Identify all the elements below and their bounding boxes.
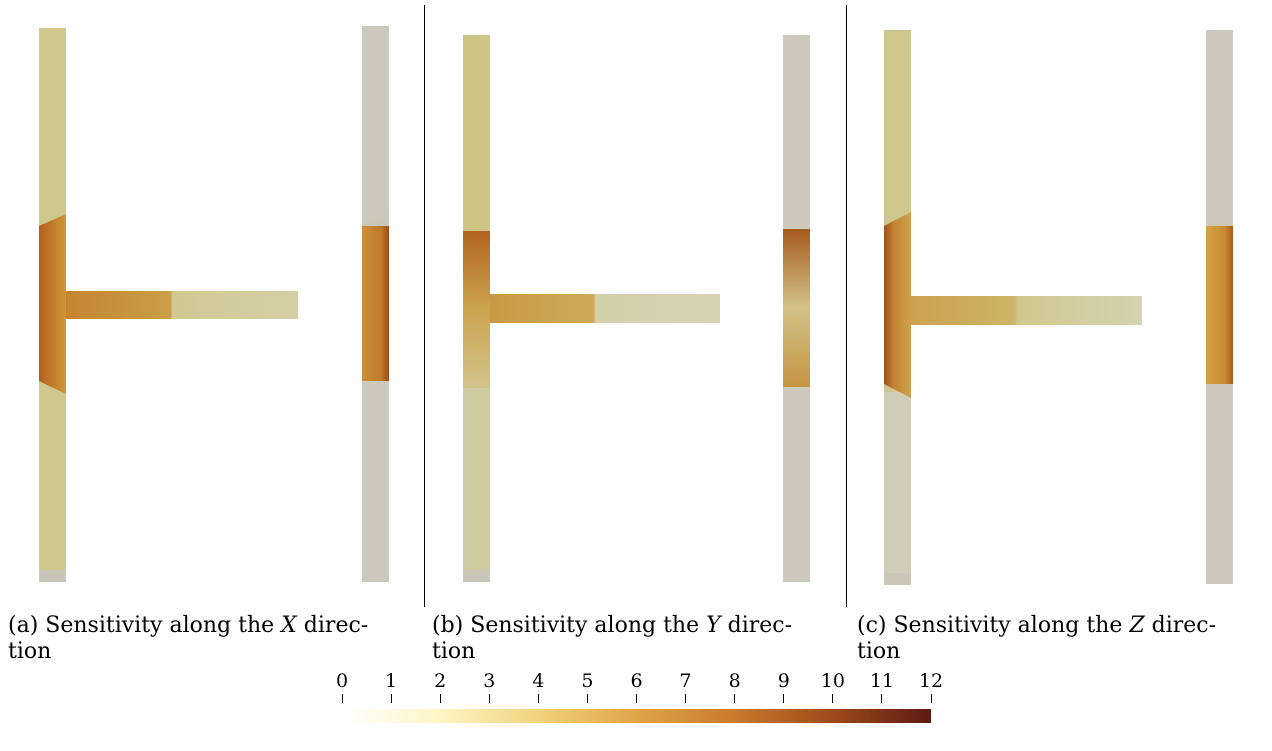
colorbar-tick: [685, 694, 687, 703]
colorbar: [342, 709, 931, 723]
colorbar-tick: [930, 694, 932, 703]
caption-a: (a) Sensitivity along the X direc- tion: [8, 613, 369, 664]
colorbar-tick: [783, 694, 785, 703]
colorbar-tick: [636, 694, 637, 703]
colorbar-tick-label: 2: [434, 670, 447, 692]
colorbar-tick-label: 6: [630, 670, 643, 692]
panel-b-plot: [463, 35, 810, 582]
separator-line: [846, 5, 847, 607]
separator-line: [424, 5, 425, 607]
colorbar-tick-label: 11: [869, 670, 894, 692]
caption-b: (b) Sensitivity along the Y direc- tion: [432, 613, 793, 664]
colorbar-tick-label: 4: [532, 670, 545, 692]
colorbar-tick: [832, 694, 834, 703]
colorbar-tick: [341, 694, 343, 703]
colorbar-tick-label: 5: [581, 670, 594, 692]
panel-a-plot: [39, 26, 389, 582]
colorbar-tick-label: 12: [918, 670, 944, 692]
colorbar-tick: [734, 694, 736, 703]
colorbar-tick: [881, 694, 883, 703]
colorbar-tick: [537, 694, 539, 703]
colorbar-tick-label: 0: [335, 670, 349, 692]
colorbar-tick-label: 1: [385, 670, 398, 692]
caption-c: (c) Sensitivity along the Z direc- tion: [857, 613, 1217, 664]
colorbar-tick-label: 3: [483, 670, 496, 692]
colorbar-tick-label: 8: [728, 670, 741, 692]
colorbar-tick-label: 10: [820, 670, 845, 692]
panel-c-plot: [884, 30, 1233, 585]
colorbar-tick: [586, 694, 588, 703]
colorbar-tick-label: 7: [679, 670, 692, 692]
colorbar-tick: [390, 694, 392, 703]
colorbar-tick: [439, 694, 441, 703]
colorbar-tick: [488, 694, 490, 703]
colorbar-tick-label: 9: [777, 670, 790, 692]
